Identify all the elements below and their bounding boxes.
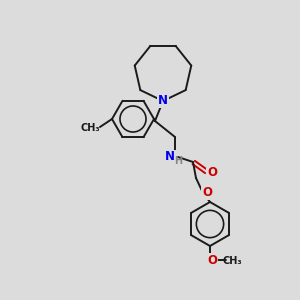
Text: O: O (207, 254, 217, 266)
Text: O: O (202, 187, 212, 200)
Text: CH₃: CH₃ (80, 123, 100, 133)
Text: O: O (207, 166, 217, 178)
Text: H: H (174, 156, 182, 166)
Text: N: N (165, 151, 175, 164)
Text: N: N (158, 94, 168, 107)
Text: CH₃: CH₃ (222, 256, 242, 266)
